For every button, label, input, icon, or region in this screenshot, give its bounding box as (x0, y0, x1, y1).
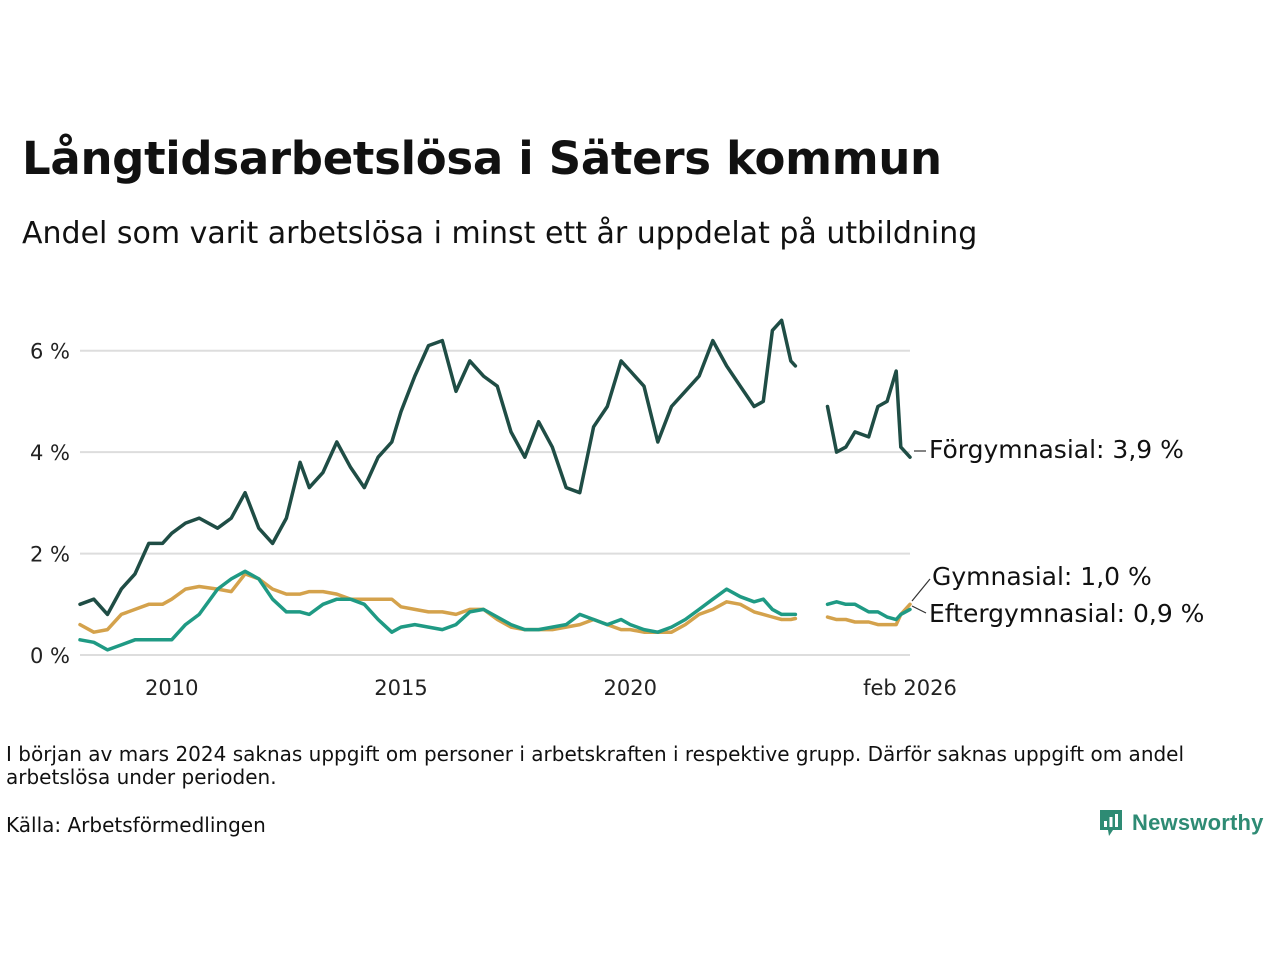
förgymnasial-line-2 (825, 369, 912, 459)
series-end-labels: Förgymnasial: 3,9 % Gymnasial: 1,0 % Efter… (911, 435, 1204, 628)
x-tick-label: feb 2026 (863, 676, 957, 700)
eftergymnasial-leader-line (911, 605, 927, 614)
y-tick-label: 4 % (30, 441, 70, 465)
x-axis-ticks: 2010 2015 2020 feb 2026 (145, 676, 957, 700)
gymnasial-leader-line (911, 578, 931, 602)
y-tick-label: 0 % (30, 644, 70, 668)
brand-name: Newsworthy (1132, 810, 1264, 835)
x-tick-label: 2010 (145, 676, 198, 700)
y-axis-ticks: 0 % 2 % 4 % 6 % (30, 340, 70, 668)
series-lines (78, 318, 912, 652)
grid-lines (80, 349, 910, 656)
bar-chart-icon (1100, 810, 1122, 836)
gymnasial-line-1 (78, 572, 798, 634)
y-tick-label: 6 % (30, 340, 70, 364)
footnote: I början av mars 2024 saknas uppgift om … (6, 742, 1185, 789)
x-tick-label: 2020 (604, 676, 657, 700)
eftergymnasial-line-1 (78, 569, 798, 652)
brand-logo: Newsworthy (1098, 808, 1264, 838)
chart-subtitle: Andel som varit arbetslösa i minst ett å… (22, 216, 978, 251)
förgymnasial-end-label: Förgymnasial: 3,9 % (929, 435, 1184, 464)
gymnasial-end-label: Gymnasial: 1,0 % (932, 562, 1152, 591)
förgymnasial-line-1 (78, 318, 798, 617)
chart-title: Långtidsarbetslösa i Säters kommun (22, 132, 942, 185)
y-tick-label: 2 % (30, 543, 70, 567)
source-credit: Källa: Arbetsförmedlingen (6, 813, 266, 837)
gymnasial-line-2 (825, 602, 912, 627)
eftergymnasial-line-2 (825, 600, 912, 622)
eftergymnasial-end-label: Eftergymnasial: 0,9 % (929, 599, 1204, 628)
line-chart: 0 % 2 % 4 % 6 % 2010 2015 2020 feb 2026 Förgym… (30, 318, 1204, 700)
x-tick-label: 2015 (374, 676, 427, 700)
